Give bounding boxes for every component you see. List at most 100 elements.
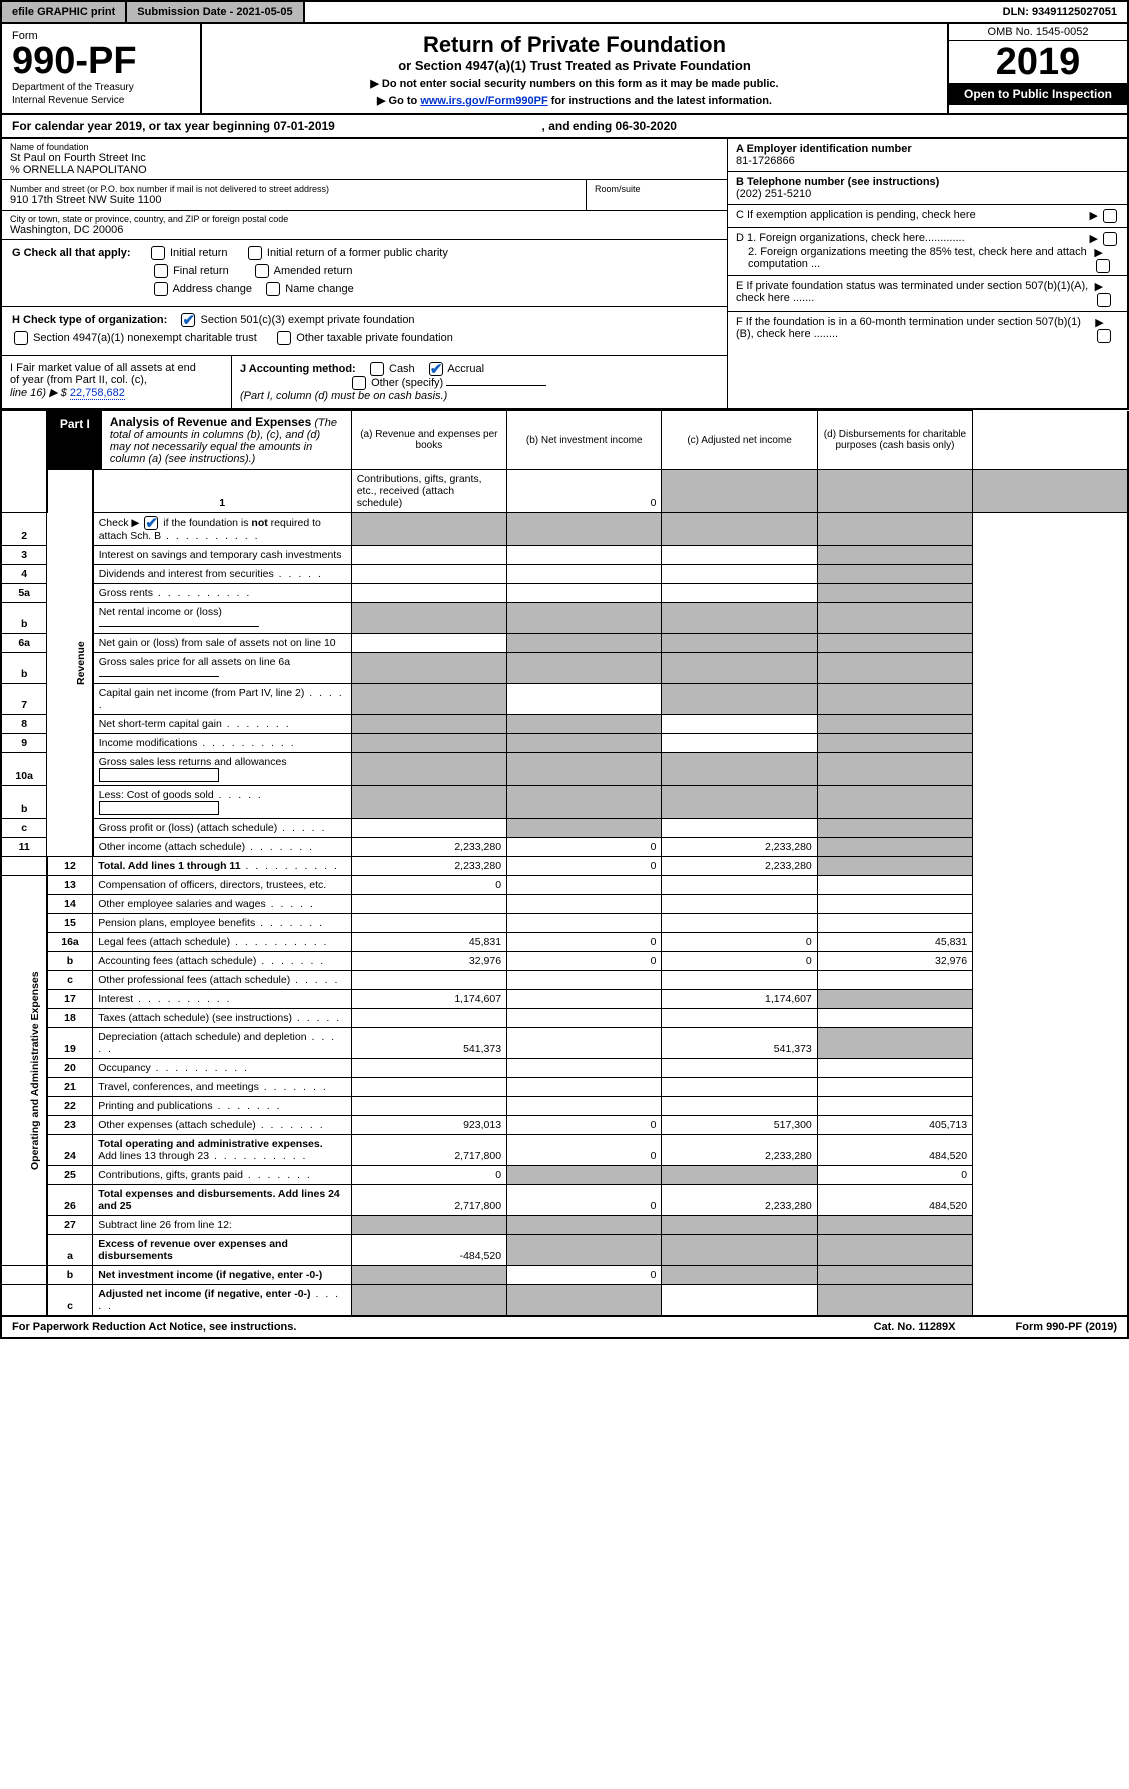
row-27b: bNet investment income (if negative, ent… [1,1266,1128,1285]
accrual-checkbox[interactable] [429,362,443,376]
year-block: OMB No. 1545-0052 2019 Open to Public In… [947,24,1127,113]
row-11: 11Other income (attach schedule)2,233,28… [1,838,1128,857]
row-17: 17Interest1,174,6071,174,607 [1,990,1128,1009]
row-7: 7Capital gain net income (from Part IV, … [1,684,1128,715]
open-public-badge: Open to Public Inspection [949,83,1127,105]
sec4947-checkbox[interactable] [14,331,28,345]
row-27c: cAdjusted net income (if negative, enter… [1,1285,1128,1317]
col-a-header: (a) Revenue and expenses per books [351,411,506,470]
row-16c: cOther professional fees (attach schedul… [1,971,1128,990]
row-14: 14Other employee salaries and wages [1,895,1128,914]
foreign-85-checkbox[interactable] [1096,259,1110,273]
street-address-cell: Number and street (or P.O. box number if… [2,180,587,210]
row-5a: 5aGross rents [1,584,1128,603]
row-27: 27Subtract line 26 from line 12: [1,1216,1128,1235]
form-title-block: Return of Private Foundation or Section … [202,24,947,113]
final-return-checkbox[interactable] [154,264,168,278]
foreign-org-checkbox[interactable] [1103,232,1117,246]
care-of: % ORNELLA NAPOLITANO [10,164,719,176]
amended-return-checkbox[interactable] [255,264,269,278]
instruction-ssn: ▶ Do not enter social security numbers o… [212,77,937,90]
row-10b: bLess: Cost of goods sold [1,786,1128,819]
phone-value: (202) 251-5210 [736,188,1119,200]
row-10c: cGross profit or (loss) (attach schedule… [1,819,1128,838]
exemption-pending-checkbox[interactable] [1103,209,1117,223]
section-i: I Fair market value of all assets at end… [2,356,232,408]
row-12: 12Total. Add lines 1 through 112,233,280… [1,857,1128,876]
part1-table: Part I Analysis of Revenue and Expenses … [0,410,1129,1317]
entity-info-block: Name of foundation St Paul on Fourth Str… [0,139,1129,410]
section-c: C If exemption application is pending, c… [728,205,1127,228]
other-method-checkbox[interactable] [352,376,366,390]
efile-button[interactable]: efile GRAPHIC print [2,2,127,22]
row-13: Operating and Administrative Expenses 13… [1,876,1128,895]
row-24: 24Total operating and administrative exp… [1,1135,1128,1166]
form-number: 990-PF [12,42,190,80]
form-title: Return of Private Foundation [212,32,937,58]
row-20: 20Occupancy [1,1059,1128,1078]
row-22: 22Printing and publications [1,1097,1128,1116]
col-c-header: (c) Adjusted net income [662,411,817,470]
row-27a: aExcess of revenue over expenses and dis… [1,1235,1128,1266]
sch-b-checkbox[interactable] [144,516,158,530]
revenue-side-label: Revenue [47,470,93,857]
other-taxable-checkbox[interactable] [277,331,291,345]
dept-irs: Internal Revenue Service [12,95,190,106]
section-ij: I Fair market value of all assets at end… [2,355,727,408]
row-15: 15Pension plans, employee benefits [1,914,1128,933]
page-footer: For Paperwork Reduction Act Notice, see … [0,1317,1129,1339]
row-8: 8Net short-term capital gain [1,715,1128,734]
section-j: J Accounting method: Cash Accrual Other … [232,356,727,408]
part1-tab: Part I [48,411,102,469]
row-1: Revenue 1 Contributions, gifts, grants, … [1,470,1128,513]
row-6b: bGross sales price for all assets on lin… [1,653,1128,684]
row-6a: 6aNet gain or (loss) from sale of assets… [1,634,1128,653]
foundation-name: St Paul on Fourth Street Inc [10,152,719,164]
calendar-year-row: For calendar year 2019, or tax year begi… [0,115,1129,139]
omb-number: OMB No. 1545-0052 [949,24,1127,41]
terminated-checkbox[interactable] [1097,293,1111,307]
form-header: Form 990-PF Department of the Treasury I… [0,24,1129,115]
section-f: F If the foundation is in a 60-month ter… [728,312,1127,347]
row-23: 23Other expenses (attach schedule)923,01… [1,1116,1128,1135]
row-16b: bAccounting fees (attach schedule)32,976… [1,952,1128,971]
initial-former-checkbox[interactable] [248,246,262,260]
cash-checkbox[interactable] [370,362,384,376]
name-change-checkbox[interactable] [266,282,280,296]
dln-label: DLN: 93491125027051 [993,2,1127,22]
row-5b: bNet rental income or (loss) [1,603,1128,634]
row-16a: 16aLegal fees (attach schedule)45,831004… [1,933,1128,952]
row-9: 9Income modifications [1,734,1128,753]
section-g: G Check all that apply: Initial return I… [2,240,727,307]
form-ref: Form 990-PF (2019) [1016,1321,1117,1333]
submission-date-button[interactable]: Submission Date - 2021-05-05 [127,2,304,22]
row-19: 19Depreciation (attach schedule) and dep… [1,1028,1128,1059]
street-address: 910 17th Street NW Suite 1100 [10,194,578,206]
city-state-zip: Washington, DC 20006 [10,224,719,236]
sec501-checkbox[interactable] [181,313,195,327]
60month-checkbox[interactable] [1097,329,1111,343]
expenses-side-label: Operating and Administrative Expenses [1,876,47,1266]
city-cell: City or town, state or province, country… [2,211,727,240]
ein-value: 81-1726866 [736,155,1119,167]
phone-cell: B Telephone number (see instructions) (2… [728,172,1127,205]
row-2: 2 Check ▶ if the foundation is not requi… [1,513,1128,546]
address-change-checkbox[interactable] [154,282,168,296]
room-suite-cell: Room/suite [587,180,727,210]
section-h: H Check type of organization: Section 50… [2,307,727,355]
dept-treasury: Department of the Treasury [12,82,190,93]
irs-link[interactable]: www.irs.gov/Form990PF [420,95,547,107]
row-4: 4Dividends and interest from securities [1,565,1128,584]
h-label: H Check type of organization: [12,314,167,326]
row-18: 18Taxes (attach schedule) (see instructi… [1,1009,1128,1028]
initial-return-checkbox[interactable] [151,246,165,260]
form-subtitle: or Section 4947(a)(1) Trust Treated as P… [212,58,937,73]
ein-cell: A Employer identification number 81-1726… [728,139,1127,172]
row-3: 3Interest on savings and temporary cash … [1,546,1128,565]
col-b-header: (b) Net investment income [507,411,662,470]
instruction-link: ▶ Go to www.irs.gov/Form990PF for instru… [212,94,937,107]
form-number-block: Form 990-PF Department of the Treasury I… [2,24,202,113]
row-25: 25Contributions, gifts, grants paid00 [1,1166,1128,1185]
section-d: D 1. Foreign organizations, check here..… [728,228,1127,276]
row-21: 21Travel, conferences, and meetings [1,1078,1128,1097]
